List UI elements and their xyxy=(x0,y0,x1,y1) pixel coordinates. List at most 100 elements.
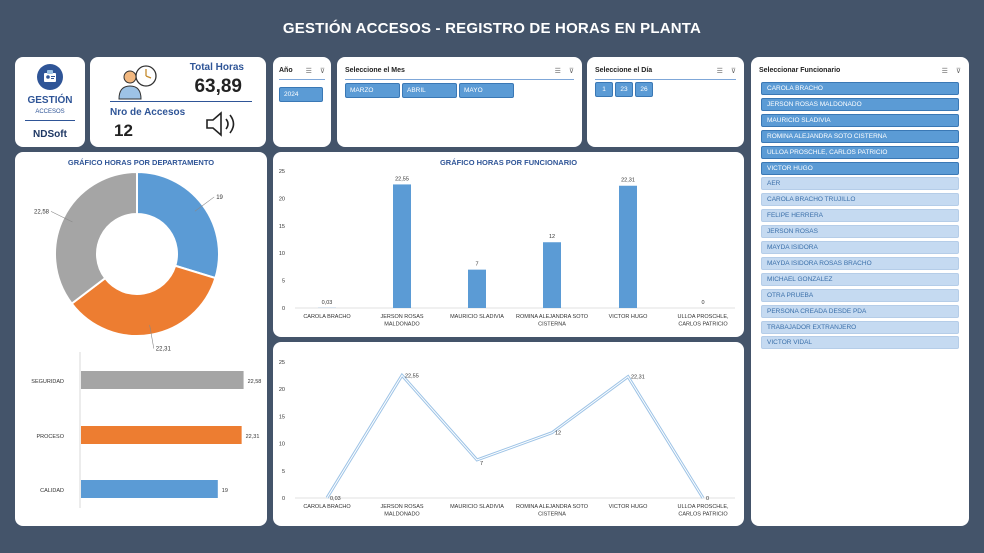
y-tick-label: 0 xyxy=(282,306,285,312)
y-tick-label: 10 xyxy=(279,442,285,448)
line-data-label: 0 xyxy=(706,496,709,502)
clear-filter-icon[interactable]: ⊽ xyxy=(568,68,574,75)
funcionario-item[interactable]: FELIPE HERRERA xyxy=(761,209,959,223)
funcionario-item[interactable]: OTRA PRUEBA xyxy=(761,288,959,302)
year-item[interactable]: 2024 xyxy=(279,87,323,102)
clear-filter-icon[interactable]: ⊽ xyxy=(730,68,736,75)
line-data-label: 22,31 xyxy=(631,375,645,381)
day-item[interactable]: 1 xyxy=(595,82,613,97)
category-label: SEGURIDAD xyxy=(31,379,64,385)
line-series xyxy=(326,374,704,499)
x-tick-label: CAROLA BRACHO xyxy=(303,504,351,510)
funcionario-item[interactable]: CAROLA BRACHO TRUJILLO xyxy=(761,193,959,207)
donut-leader-line xyxy=(50,211,73,223)
x-tick-label: CAROLA BRACHO xyxy=(303,314,351,320)
dashboard-title: GESTIÓN ACCESOS - REGISTRO DE HORAS EN P… xyxy=(282,20,702,37)
x-tick-label: ULLOA PROSCHLE, xyxy=(677,314,729,320)
multiselect-icon[interactable]: ☰ xyxy=(716,68,723,75)
y-tick-label: 20 xyxy=(279,196,285,202)
y-tick-label: 15 xyxy=(279,224,285,230)
month-item[interactable]: MARZO xyxy=(345,83,400,98)
logo-brand: NDSoft xyxy=(33,129,67,140)
funcionario-item[interactable]: MAYDA ISIDORA ROSAS BRACHO xyxy=(761,256,959,270)
employee-line-chart: 0 5 10 15 20 25 CAROLA BRACHO JERSON ROSAS MALDO… xyxy=(279,360,735,518)
bar-data-label: 0 xyxy=(701,300,704,306)
vbar xyxy=(393,184,411,308)
logo-panel: GESTIÓN ACCESOS NDSoft xyxy=(15,57,85,147)
employee-bar-chart-panel: GRÁFICO HORAS POR FUNCIONARIO 0 5 10 15 20 25… xyxy=(273,152,744,337)
bar-data-label: 7 xyxy=(475,262,478,268)
day-item[interactable]: 26 xyxy=(635,82,653,97)
day-item[interactable]: 23 xyxy=(615,82,633,97)
donut-slice xyxy=(54,170,138,306)
line-data-label: 0,03 xyxy=(330,496,341,502)
y-tick-label: 20 xyxy=(279,387,285,393)
bar-data-label: 12 xyxy=(549,234,555,240)
funcionario-item[interactable]: ROMINA ALEJANDRA SOTO CISTERNA xyxy=(761,129,959,143)
funcionario-item[interactable]: CAROLA BRACHO xyxy=(761,82,959,95)
funcionario-item[interactable]: ULLOA PROSCHLE, CARLOS PATRICIO xyxy=(761,145,959,159)
funcionario-slicer-label: Seleccionar Funcionario xyxy=(759,67,841,74)
day-slicer: Seleccione el Día ☰ ⊽ 1 23 26 xyxy=(587,57,744,147)
x-tick-label: CISTERNA xyxy=(538,322,566,328)
funcionario-item[interactable]: MAYDA ISIDORA xyxy=(761,241,959,254)
funcionario-item[interactable]: MICHAEL GONZALEZ xyxy=(761,272,959,286)
month-slicer: Seleccione el Mes ☰ ⊽ MARZO ABRIL MAYO xyxy=(337,57,582,147)
x-tick-label: VICTOR HUGO xyxy=(609,504,648,510)
logo-title: GESTIÓN xyxy=(27,95,73,106)
speaker-icon xyxy=(204,110,242,143)
department-donut-chart: 19 22,31 22,58 xyxy=(34,170,224,353)
kpi-divider xyxy=(110,101,252,102)
y-tick-label: 25 xyxy=(279,360,285,366)
y-tick-label: 5 xyxy=(282,279,285,285)
x-tick-label: ROMINA ALEJANDRA SOTO xyxy=(516,314,589,320)
donut-slice xyxy=(136,170,220,280)
bar-data-label: 0,03 xyxy=(322,300,333,306)
department-chart-panel: GRÁFICO HORAS POR DEPARTAMENTO 19 22,31 22… xyxy=(15,152,267,526)
bar-data-label: 22,31 xyxy=(621,178,635,184)
bar-data-label: 19 xyxy=(222,488,228,494)
clear-filter-icon[interactable]: ⊽ xyxy=(319,68,325,75)
y-tick-label: 5 xyxy=(282,469,285,475)
accesos-label: Nro de Accesos xyxy=(110,107,186,118)
month-item[interactable]: MAYO xyxy=(459,83,514,98)
month-item[interactable]: ABRIL xyxy=(402,83,457,98)
x-tick-label: CISTERNA xyxy=(538,512,566,518)
hbar xyxy=(81,426,242,444)
funcionario-item[interactable]: MAURICIO SLADIVIA xyxy=(761,113,959,127)
clear-filter-icon[interactable]: ⊽ xyxy=(955,68,961,75)
vbar xyxy=(543,242,561,308)
funcionario-item[interactable]: JERSON ROSAS xyxy=(761,225,959,239)
donut-leader-line xyxy=(149,324,155,349)
funcionario-item[interactable]: JERSON ROSAS MALDONADO xyxy=(761,97,959,111)
x-tick-label: ULLOA PROSCHLE, xyxy=(677,504,729,510)
funcionario-item[interactable]: VICTOR VIDAL xyxy=(761,336,959,350)
x-tick-label: MALDONADO xyxy=(384,322,420,328)
logo-subtitle: ACCESOS xyxy=(35,109,65,115)
badge-icon xyxy=(37,64,63,90)
funcionario-item[interactable]: PERSONA CREADA DESDE PDA xyxy=(761,304,959,318)
funcionario-item[interactable]: VICTOR HUGO xyxy=(761,161,959,175)
multiselect-icon[interactable]: ☰ xyxy=(554,68,561,75)
employee-bar-chart: 0 5 10 15 20 25 CAROLA BRACHO JERSON ROSAS MALDO… xyxy=(279,169,735,328)
vbar xyxy=(468,269,486,308)
x-tick-label: CARLOS PATRICIO xyxy=(678,322,728,328)
vbar xyxy=(619,185,637,308)
funcionario-slicer: Seleccionar Funcionario ☰ ⊽ CAROLA BRACHO… xyxy=(751,57,969,526)
x-tick-label: VICTOR HUGO xyxy=(609,314,648,320)
year-slicer: Año ☰ ⊽ 2024 xyxy=(273,57,331,147)
department-bar-chart: SEGURIDAD 22,58 PROCESO 22,31 CALIDAD 19 xyxy=(31,352,262,508)
x-tick-label: MALDONADO xyxy=(384,512,420,518)
funcionario-item[interactable]: AER xyxy=(761,177,959,191)
multiselect-icon[interactable]: ☰ xyxy=(941,68,948,75)
funcionario-item[interactable]: TRABAJADOR EXTRANJERO xyxy=(761,320,959,334)
donut-data-label: 19 xyxy=(216,195,223,201)
y-tick-label: 25 xyxy=(279,169,285,175)
hbar xyxy=(81,371,244,389)
month-slicer-label: Seleccione el Mes xyxy=(345,67,405,74)
logo-divider xyxy=(25,120,75,121)
donut-data-label: 22,31 xyxy=(156,347,172,353)
bar-data-label: 22,58 xyxy=(248,379,262,385)
day-slicer-label: Seleccione el Día xyxy=(595,67,653,74)
multiselect-icon[interactable]: ☰ xyxy=(305,68,312,75)
